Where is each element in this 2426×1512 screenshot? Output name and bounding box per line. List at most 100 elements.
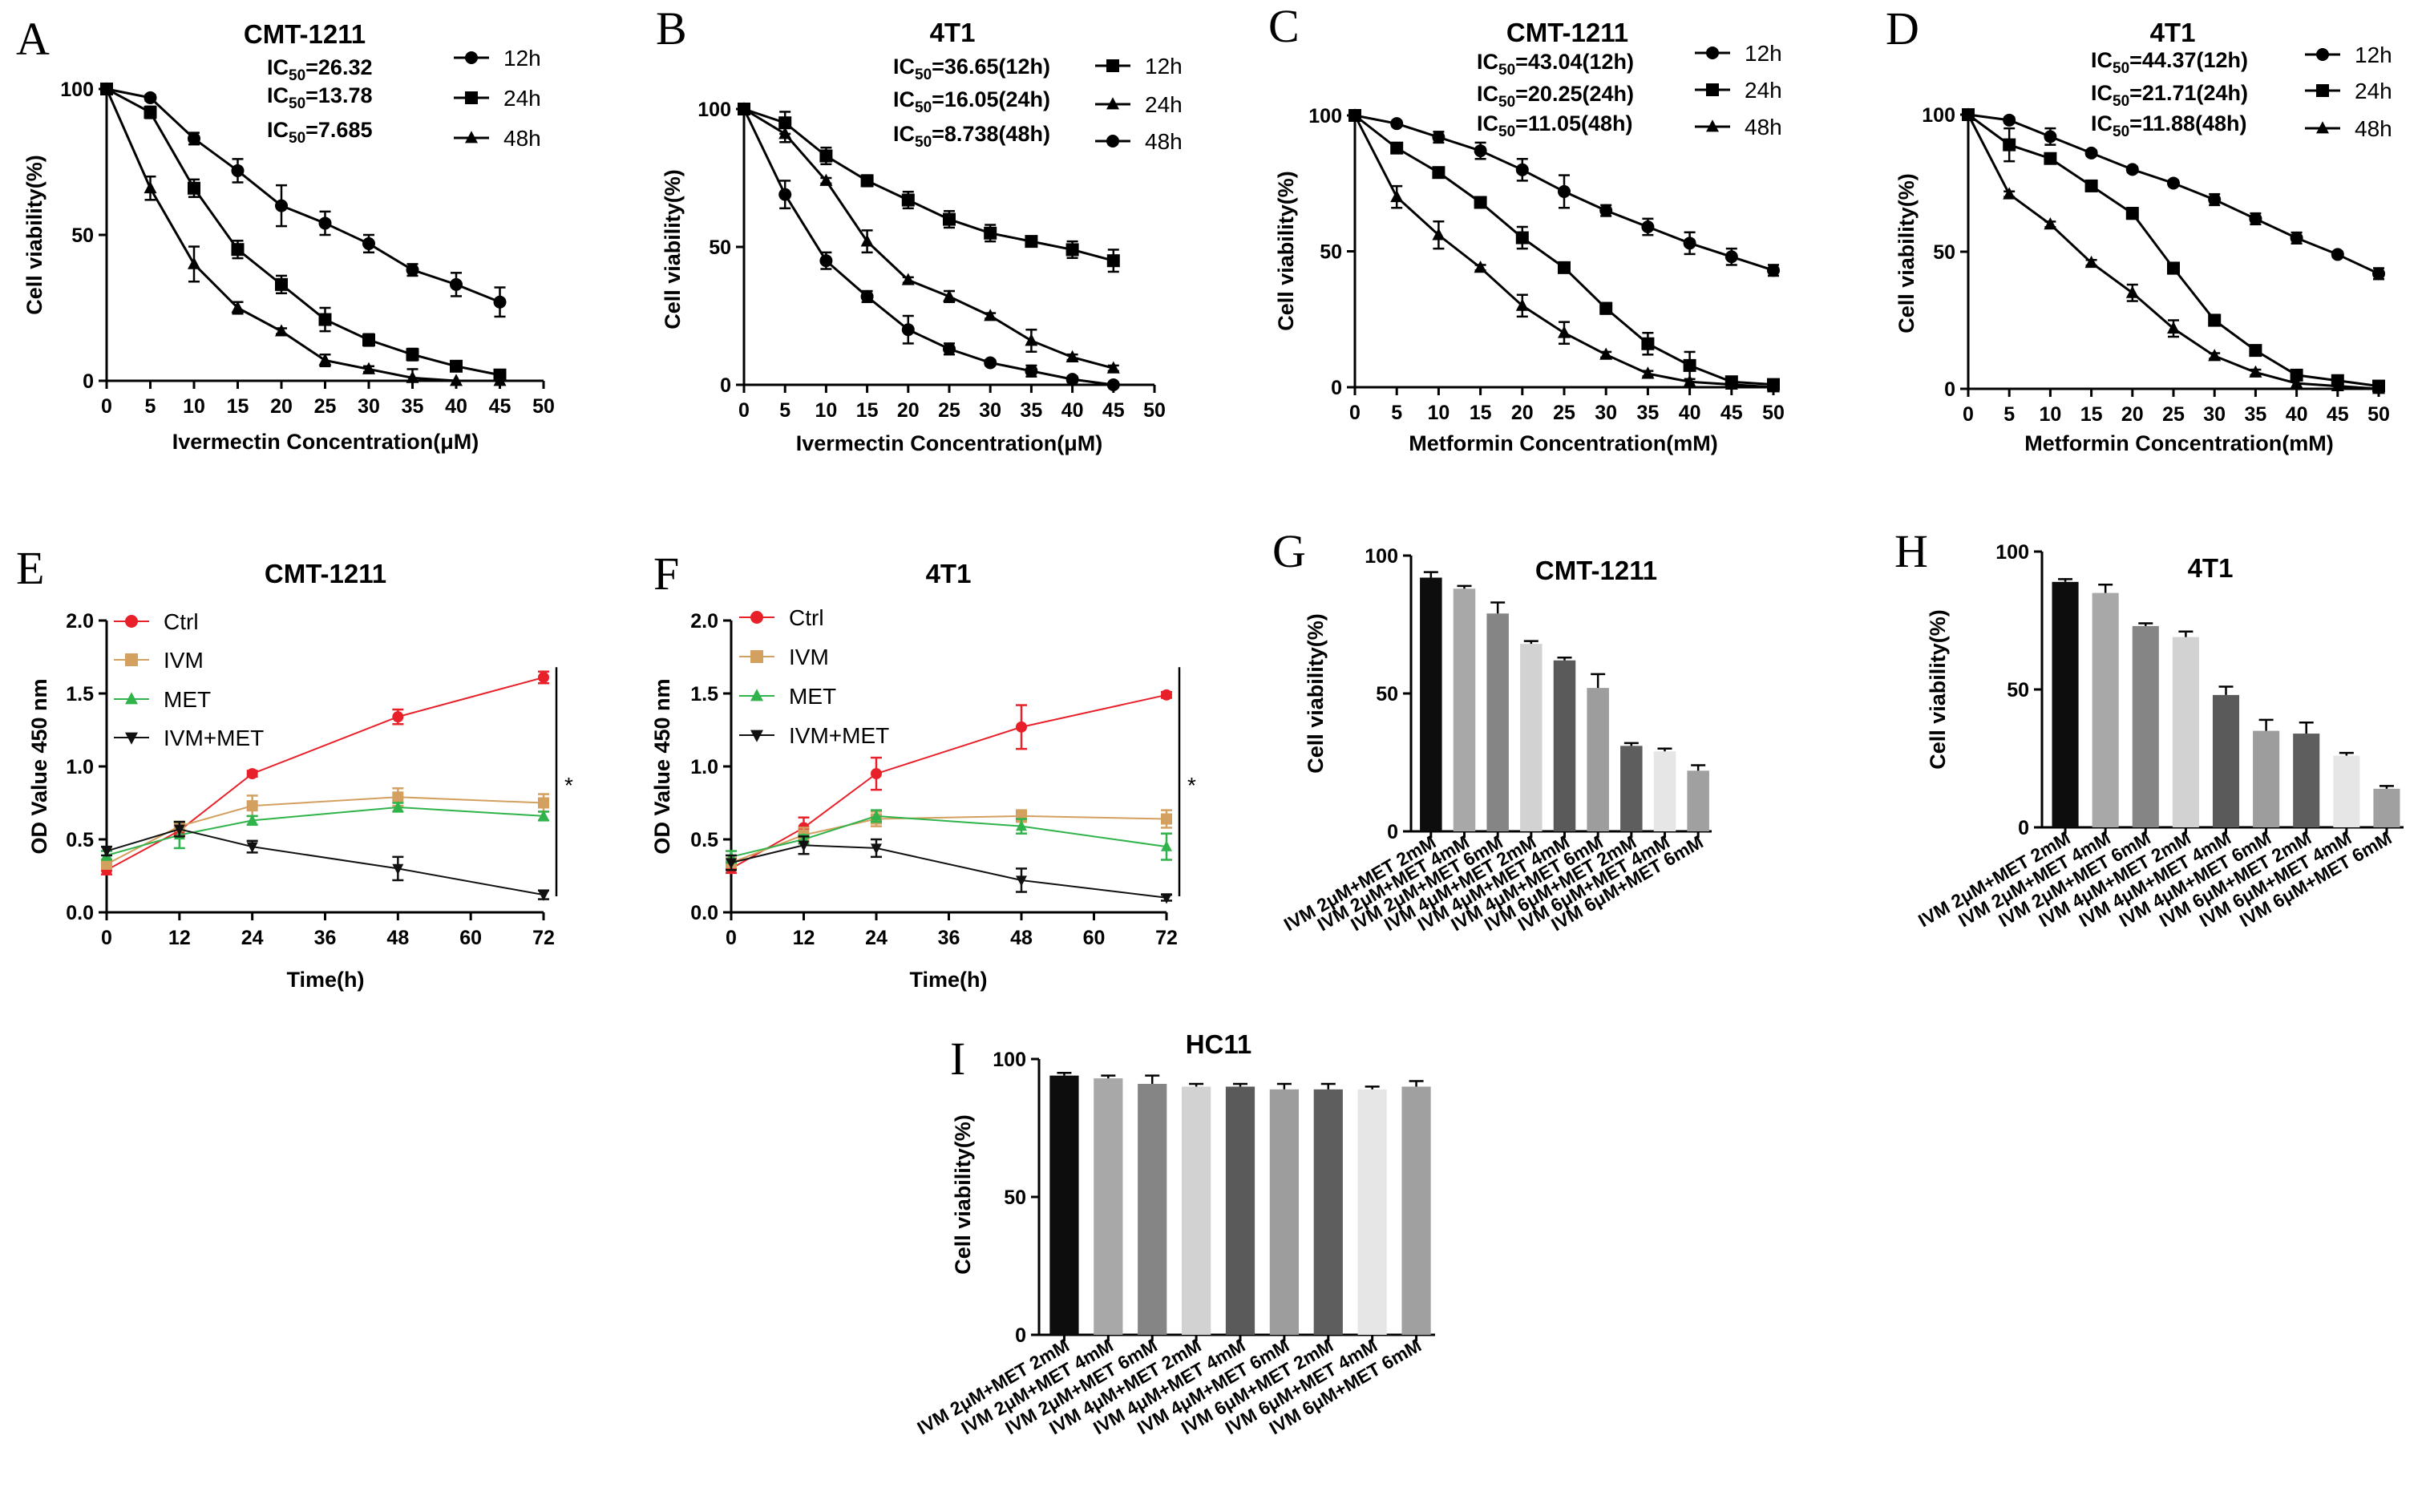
series-line xyxy=(730,844,1167,899)
data-point xyxy=(1432,131,1445,144)
legend-label: 12h xyxy=(1745,41,1782,66)
data-point xyxy=(901,193,915,207)
ic50-annotation: IC50=44.37(12h) xyxy=(2091,48,2248,77)
data-point xyxy=(1724,250,1738,264)
panel-d: D 4T1 0 5 10 15 20 25 30 35 40 45 50 0 50 100 Metformin … xyxy=(1886,2,2392,455)
y-tick-label: 0 xyxy=(720,374,731,397)
data-point xyxy=(984,309,997,321)
legend-label: 48h xyxy=(1745,115,1782,139)
data-point xyxy=(1016,819,1027,831)
data-point xyxy=(860,174,874,188)
data-point xyxy=(101,846,112,858)
y-tick-label: 100 xyxy=(1922,104,1955,127)
ic50-annotation: IC50=8.738(48h) xyxy=(893,122,1050,151)
data-point xyxy=(1106,361,1120,374)
data-point xyxy=(2003,138,2016,152)
bar xyxy=(2212,694,2240,827)
panel-c: C CMT-1211 0 5 10 15 20 25 30 35 40 45 50 0 50 100 Metfo… xyxy=(1268,0,1785,455)
x-tick-label: 30 xyxy=(1595,402,1617,424)
data-point xyxy=(1962,107,1975,120)
legend-label: 12h xyxy=(1145,54,1183,79)
data-point xyxy=(1683,237,1696,250)
series-line xyxy=(742,108,1114,386)
data-point xyxy=(1599,347,1613,360)
data-point xyxy=(871,768,882,780)
y-tick-label: 50 xyxy=(709,237,731,259)
ic50-annotation: IC50=20.25(24h) xyxy=(1477,82,1634,111)
x-tick-label: 36 xyxy=(314,927,337,949)
bar xyxy=(1587,688,1609,831)
legend-marker xyxy=(1706,119,1719,132)
data-point xyxy=(406,370,419,383)
ic50-annotation: IC50=13.78 xyxy=(267,83,372,112)
legend-label: 12h xyxy=(2355,42,2392,67)
panel-letter: C xyxy=(1268,0,1300,52)
x-tick-label: 30 xyxy=(2203,403,2226,426)
x-tick-label: 20 xyxy=(1511,402,1534,424)
series-line xyxy=(1967,113,2380,388)
y-axis-label: Cell viability(%) xyxy=(1894,173,1919,334)
x-axis-label: Ivermectin Concentration(μM) xyxy=(796,431,1103,455)
legend-entry: Ctrl xyxy=(114,609,199,634)
bar xyxy=(1269,1089,1300,1335)
data-point xyxy=(984,226,997,240)
legend-marker xyxy=(750,650,763,663)
series-line xyxy=(730,815,1167,858)
x-tick-label: 30 xyxy=(979,399,1001,422)
y-tick-label: 0.0 xyxy=(690,902,718,924)
data-point xyxy=(362,237,375,250)
legend-marker xyxy=(125,615,138,628)
data-point xyxy=(2084,179,2098,192)
x-tick-label: 5 xyxy=(145,395,156,418)
chart-title: 4T1 xyxy=(930,18,976,47)
bar xyxy=(2373,788,2400,827)
x-tick-label: 48 xyxy=(1010,927,1033,949)
data-point xyxy=(738,103,750,115)
data-point xyxy=(1161,840,1172,851)
data-point xyxy=(450,359,463,373)
data-point xyxy=(1390,189,1404,203)
data-point xyxy=(1641,337,1655,350)
y-tick-label: 1.5 xyxy=(66,683,94,705)
data-point xyxy=(275,324,288,337)
x-tick-label: 0 xyxy=(101,927,112,949)
x-tick-label: 10 xyxy=(1427,402,1450,424)
data-point xyxy=(493,295,507,309)
data-point xyxy=(943,342,956,356)
data-point xyxy=(318,216,332,230)
bar xyxy=(1520,644,1543,831)
data-point xyxy=(392,791,404,803)
ic50-annotation: IC50=11.05(48h) xyxy=(1477,111,1633,140)
bar xyxy=(1486,613,1509,831)
data-point xyxy=(2208,349,2222,362)
bar xyxy=(1049,1075,1079,1335)
data-point xyxy=(1599,301,1613,315)
data-point xyxy=(1558,325,1571,338)
data-point xyxy=(2084,255,2098,269)
legend-entry: 48h xyxy=(454,126,541,151)
x-tick-label: 10 xyxy=(183,395,205,418)
y-axis-label: Cell viability(%) xyxy=(1926,609,1950,770)
legend-marker xyxy=(1706,83,1719,96)
chart-title: 4T1 xyxy=(926,559,972,588)
x-axis-label: Time(h) xyxy=(286,968,364,992)
data-point xyxy=(871,810,882,821)
data-point xyxy=(450,277,463,291)
legend-entry: 24h xyxy=(1095,92,1183,117)
data-point xyxy=(1599,204,1613,217)
series-line xyxy=(1353,115,1774,389)
legend-label: 24h xyxy=(2355,79,2392,103)
legend-entry: 24h xyxy=(2305,79,2392,103)
data-point xyxy=(362,362,375,374)
legend-marker xyxy=(1106,97,1119,110)
bar xyxy=(1225,1086,1255,1335)
data-point xyxy=(943,212,956,226)
data-point xyxy=(1106,378,1120,391)
data-point xyxy=(2331,248,2344,261)
panel-letter: A xyxy=(16,13,50,65)
data-point xyxy=(1432,166,1445,180)
legend-entry: Ctrl xyxy=(739,605,824,630)
data-point xyxy=(100,82,113,95)
x-tick-label: 20 xyxy=(270,395,293,418)
